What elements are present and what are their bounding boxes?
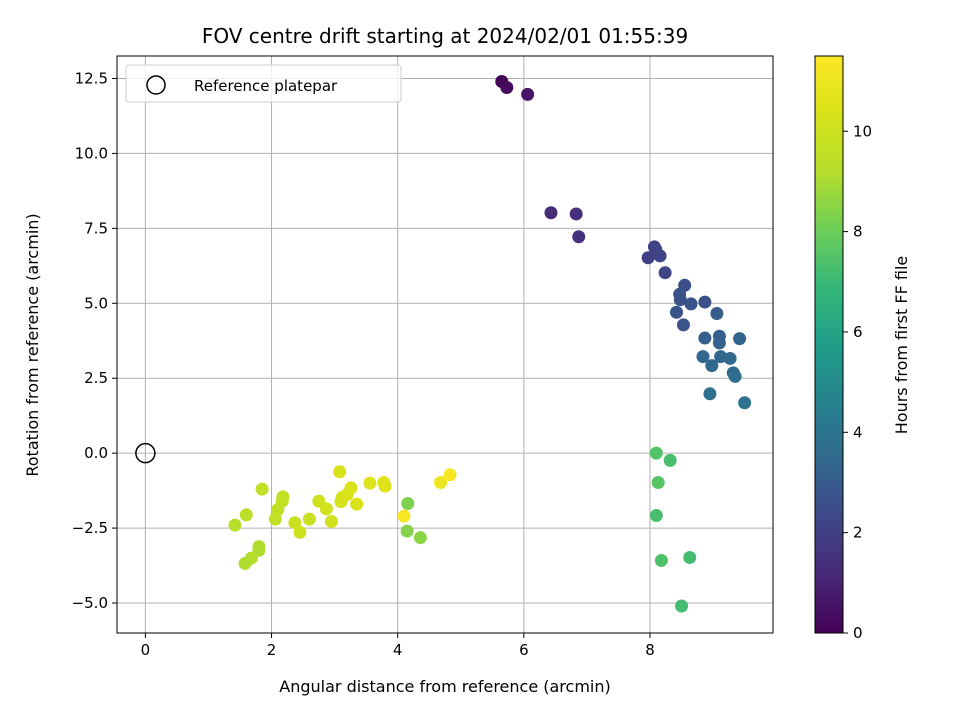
data-point: [319, 502, 333, 516]
colorbar-tick-label: 8: [853, 223, 863, 241]
x-tick-label: 6: [519, 641, 529, 659]
colorbar-label: Hours from first FF file: [892, 256, 911, 435]
data-point: [641, 251, 655, 265]
colorbar: [814, 55, 844, 634]
data-point: [397, 509, 411, 523]
legend-box: [125, 64, 402, 103]
reference-marker: [135, 442, 156, 464]
data-point: [654, 553, 668, 567]
data-point: [544, 206, 558, 220]
legend-label-reference: Reference platepar: [194, 77, 338, 95]
data-point: [705, 359, 719, 373]
reference-platepar-marker: [135, 442, 156, 464]
data-point: [572, 230, 586, 244]
chart-title: FOV centre drift starting at 2024/02/01 …: [202, 24, 688, 48]
data-point: [663, 453, 677, 467]
data-point: [676, 318, 690, 332]
data-point: [500, 80, 514, 94]
colorbar-ticks: 0 2 4 6 8 10: [843, 122, 872, 642]
data-point: [324, 514, 338, 528]
data-point: [733, 332, 747, 346]
data-points: [228, 74, 752, 613]
data-point: [703, 387, 717, 401]
y-tick-label: −5.0: [72, 594, 108, 612]
data-point: [434, 476, 448, 490]
y-tick-label: 7.5: [84, 219, 108, 237]
data-point: [268, 512, 282, 526]
data-point: [698, 331, 712, 345]
data-point: [521, 87, 535, 101]
x-axis-label: Angular distance from reference (arcmin): [279, 677, 610, 696]
data-point: [710, 306, 724, 320]
colorbar-tick-label: 10: [853, 122, 872, 140]
data-point: [378, 479, 392, 493]
data-point: [363, 476, 377, 490]
data-point: [675, 599, 689, 613]
data-point: [669, 305, 683, 319]
data-point: [288, 516, 302, 530]
colorbar-tick-label: 6: [853, 323, 863, 341]
data-point: [723, 351, 737, 365]
data-point: [658, 266, 672, 280]
grid-lines: [117, 56, 773, 633]
y-tick-label: 10.0: [75, 144, 108, 162]
colorbar-tick-label: 4: [853, 423, 863, 441]
x-tick-label: 4: [393, 641, 403, 659]
y-tick-label: 5.0: [84, 294, 108, 312]
y-axis-label: Rotation from reference (arcmin): [23, 213, 42, 476]
data-point: [255, 482, 269, 496]
x-tick-label: 2: [267, 641, 277, 659]
data-point: [684, 297, 698, 311]
y-tick-label: 2.5: [84, 369, 108, 387]
data-point: [698, 295, 712, 309]
legend-marker-reference: [146, 75, 166, 95]
legend: Reference platepar: [125, 64, 402, 103]
data-point: [569, 207, 583, 221]
data-point: [238, 556, 252, 570]
data-point: [228, 518, 242, 532]
x-tick-label: 0: [141, 641, 151, 659]
y-tick-label: −2.5: [72, 519, 108, 537]
y-tick-label: 0.0: [84, 444, 108, 462]
data-point: [344, 481, 358, 495]
y-axis-ticks: −5.0 −2.5 0.0 2.5 5.0 7.5 10.0 12.5: [72, 69, 117, 612]
data-point: [738, 396, 752, 410]
colorbar-tick-label: 2: [853, 524, 863, 542]
data-point: [696, 350, 710, 364]
data-point: [302, 512, 316, 526]
y-tick-label: 12.5: [75, 69, 108, 87]
data-point: [649, 509, 663, 523]
data-point: [443, 468, 457, 482]
data-point: [350, 497, 364, 511]
x-axis-ticks: 0 2 4 6 8: [141, 633, 655, 659]
data-point: [413, 531, 427, 545]
data-point: [653, 249, 667, 263]
data-point: [683, 550, 697, 564]
data-point: [728, 369, 742, 383]
colorbar-tick-label: 0: [853, 624, 863, 642]
data-point: [333, 465, 347, 479]
data-point: [651, 476, 665, 490]
data-point: [401, 497, 415, 511]
data-point: [293, 525, 307, 539]
plot-frame: [116, 55, 774, 634]
data-point: [673, 293, 687, 307]
data-point: [649, 446, 663, 460]
data-point: [239, 508, 253, 522]
data-point: [400, 524, 414, 538]
data-point: [712, 336, 726, 350]
x-tick-label: 8: [645, 641, 655, 659]
